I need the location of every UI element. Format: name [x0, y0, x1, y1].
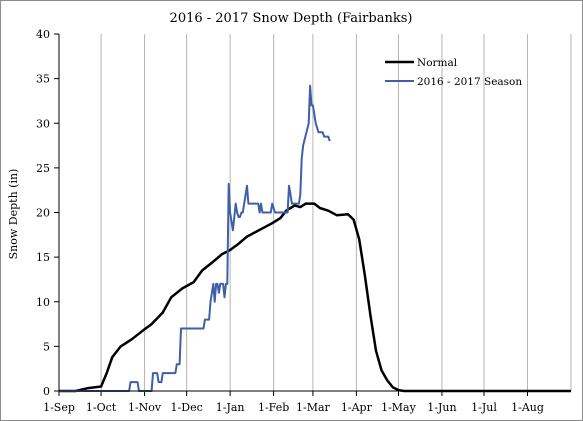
series-line-2016-2017-season	[59, 84, 331, 392]
x-tick-label: 1-Oct	[86, 401, 117, 414]
chart-title: 2016 - 2017 Snow Depth (Fairbanks)	[170, 11, 413, 26]
y-tick-label: 40	[36, 28, 50, 41]
series-line-normal	[59, 202, 571, 393]
x-tick-label: 1-May	[381, 401, 417, 414]
x-tick-label: 1-Apr	[341, 401, 373, 414]
x-tick-label: 1-Jan	[216, 401, 245, 414]
legend: Normal 2016 - 2017 Season	[385, 57, 522, 88]
legend-label-normal: Normal	[417, 57, 458, 69]
axes	[58, 34, 571, 392]
y-tick-label: 10	[36, 296, 50, 309]
data-series	[59, 84, 571, 393]
x-tick-label: 1-Feb	[258, 401, 289, 414]
y-tick-label: 15	[36, 251, 50, 264]
x-tick-label: 1-Nov	[128, 401, 162, 414]
y-tick-label: 25	[36, 162, 50, 175]
y-tick-label: 5	[43, 340, 50, 353]
x-tick-label: 1-Jun	[427, 401, 456, 414]
x-tick-label: 1-Dec	[171, 401, 203, 414]
x-tick-label: 1-Mar	[296, 401, 331, 414]
y-tick-label: 35	[36, 73, 50, 86]
y-tick-label: 0	[43, 385, 50, 398]
legend-label-2016-2017-season: 2016 - 2017 Season	[417, 76, 522, 88]
grid-lines	[100, 34, 572, 391]
y-tick-label: 20	[36, 207, 50, 220]
axis-ticks: 0 5 10 15 20 25 30 35 40 1-Sep 1-Oct 1-Nov 1-Dec 1-Ja…	[36, 28, 544, 414]
x-tick-label: 1-Sep	[43, 401, 75, 414]
x-tick-label: 1-Jul	[471, 401, 497, 414]
y-axis-title: Snow Depth (in)	[7, 169, 20, 260]
x-tick-label: 1-Aug	[511, 401, 544, 414]
y-tick-label: 30	[36, 117, 50, 130]
